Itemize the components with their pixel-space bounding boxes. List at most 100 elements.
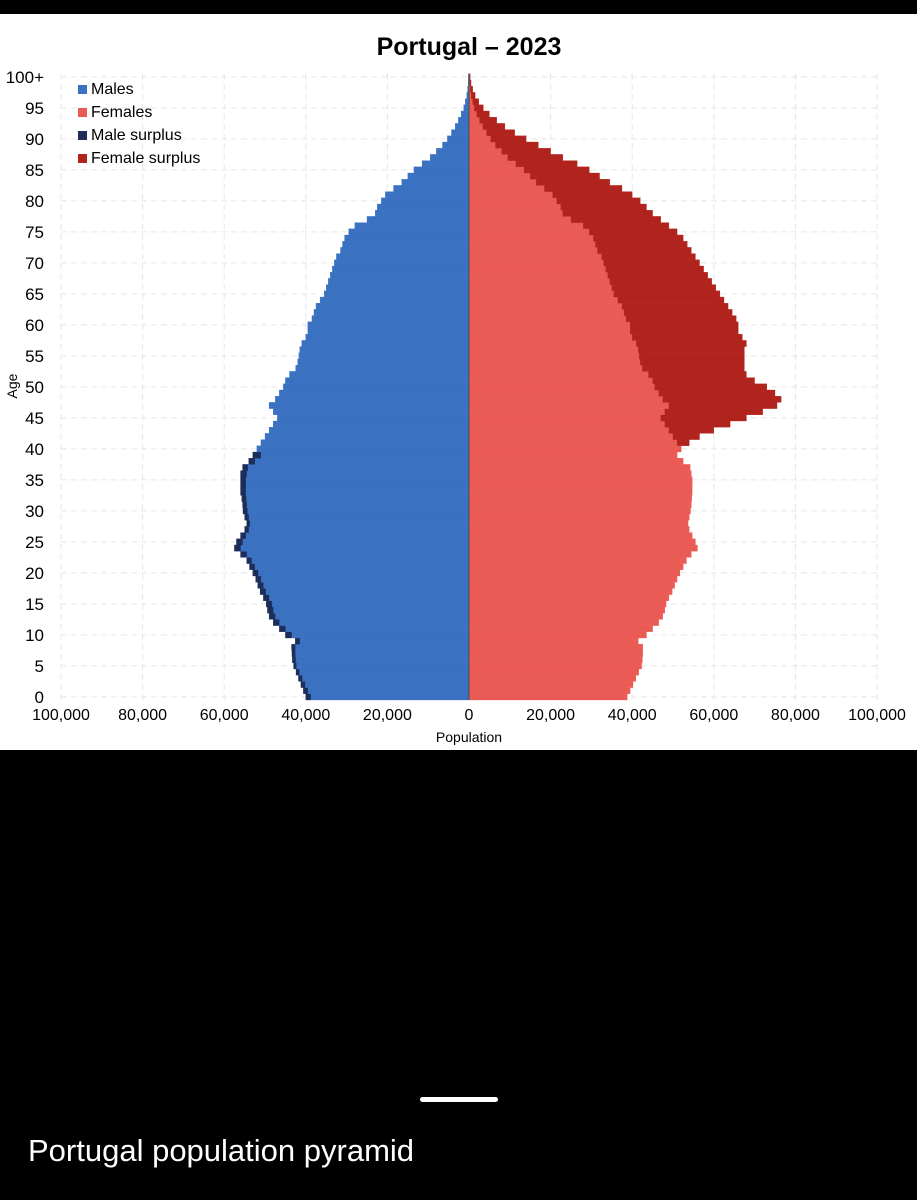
male-surplus-bar bbox=[291, 644, 296, 651]
female-bar bbox=[468, 433, 674, 440]
female-bar bbox=[468, 377, 653, 384]
female-bar bbox=[468, 104, 475, 112]
female-surplus-bar bbox=[621, 303, 729, 310]
male-bar bbox=[249, 520, 470, 527]
female-bar bbox=[468, 154, 508, 161]
x-tick-label: 100,000 bbox=[32, 707, 90, 724]
male-bar bbox=[283, 383, 470, 391]
male-surplus-bar bbox=[252, 451, 262, 459]
y-tick-label: 40 bbox=[25, 440, 44, 459]
male-bar bbox=[273, 408, 470, 415]
male-bar bbox=[310, 693, 470, 701]
female-surplus-bar bbox=[632, 334, 743, 341]
female-bar bbox=[468, 600, 667, 608]
female-bar bbox=[468, 538, 696, 546]
male-surplus-bar bbox=[240, 482, 246, 490]
female-bar bbox=[468, 315, 627, 322]
female-bar bbox=[468, 241, 596, 248]
female-surplus-bar bbox=[562, 210, 653, 217]
male-bar bbox=[265, 588, 470, 595]
male-bar bbox=[277, 414, 470, 422]
male-bar bbox=[246, 501, 470, 508]
female-bar bbox=[468, 309, 625, 316]
male-bar bbox=[289, 371, 470, 378]
female-bar bbox=[468, 123, 484, 130]
female-bar bbox=[468, 687, 631, 694]
female-bar bbox=[468, 265, 606, 273]
male-bar bbox=[326, 284, 470, 291]
male-bar bbox=[430, 154, 470, 161]
female-surplus-bar bbox=[642, 365, 745, 372]
female-surplus-bar bbox=[490, 135, 527, 143]
female-bar bbox=[468, 389, 659, 397]
female-surplus-bar bbox=[623, 309, 733, 316]
female-surplus-bar bbox=[507, 154, 563, 161]
female-bar bbox=[468, 396, 663, 403]
female-bar bbox=[468, 352, 640, 360]
female-bar bbox=[468, 179, 537, 186]
female-bar bbox=[468, 693, 628, 701]
female-bar bbox=[468, 259, 604, 267]
female-surplus-bar bbox=[589, 228, 678, 236]
female-surplus-bar bbox=[471, 92, 476, 99]
male-surplus-bar bbox=[305, 693, 311, 701]
female-bar bbox=[468, 582, 675, 589]
male-bar bbox=[279, 619, 470, 626]
female-bar bbox=[468, 321, 631, 329]
female-surplus-bar bbox=[560, 203, 647, 211]
female-bar bbox=[468, 606, 665, 614]
female-bar bbox=[468, 117, 480, 124]
y-tick-label: 100+ bbox=[6, 68, 44, 87]
male-bar bbox=[458, 117, 470, 124]
male-bar bbox=[268, 402, 470, 409]
female-bar bbox=[468, 210, 563, 217]
female-surplus-bar bbox=[495, 141, 539, 149]
male-bar bbox=[336, 253, 470, 260]
x-tick-label: 60,000 bbox=[689, 707, 738, 724]
female-bar bbox=[468, 476, 693, 484]
female-surplus-bar bbox=[472, 98, 479, 105]
female-bar bbox=[468, 383, 655, 391]
female-bar bbox=[468, 489, 693, 496]
female-surplus-bar bbox=[658, 389, 776, 397]
male-bar bbox=[301, 675, 470, 682]
male-bar bbox=[332, 265, 470, 273]
male-surplus-bar bbox=[263, 594, 270, 601]
legend: Males Females Male surplus Female surplus bbox=[78, 81, 200, 167]
y-tick-label: 30 bbox=[25, 502, 44, 521]
female-surplus-bar bbox=[636, 340, 747, 347]
female-bar bbox=[468, 557, 687, 564]
male-surplus-bar bbox=[236, 538, 243, 546]
male-surplus-bar bbox=[248, 458, 255, 465]
female-surplus-bar bbox=[648, 371, 747, 378]
x-tick-label: 0 bbox=[465, 707, 474, 724]
top-status-bar bbox=[0, 0, 917, 14]
male-surplus-bar bbox=[268, 613, 276, 620]
male-surplus-bar bbox=[300, 681, 306, 688]
male-bar bbox=[264, 433, 470, 440]
female-bar bbox=[468, 110, 477, 118]
female-bar bbox=[468, 141, 496, 149]
population-pyramid-chart: 100,000 80,000 60,000 40,000 20,000 0 20,000 40… bbox=[4, 33, 906, 745]
female-bar bbox=[468, 551, 692, 558]
female-surplus-bar bbox=[676, 439, 690, 446]
x-tick-label: 40,000 bbox=[608, 707, 657, 724]
female-bar bbox=[468, 253, 602, 260]
male-surplus-bar bbox=[266, 600, 273, 608]
male-bar bbox=[254, 458, 470, 465]
female-bar bbox=[468, 470, 692, 477]
female-bar bbox=[468, 526, 690, 533]
male-bar bbox=[260, 451, 470, 459]
female-bar bbox=[468, 613, 663, 620]
male-bar bbox=[461, 110, 470, 118]
home-indicator[interactable] bbox=[420, 1097, 498, 1102]
male-surplus-bar bbox=[242, 464, 249, 471]
y-tick-label: 75 bbox=[25, 223, 44, 242]
male-bar bbox=[315, 303, 470, 310]
female-bar bbox=[468, 414, 661, 422]
female-surplus-bar bbox=[605, 265, 704, 273]
male-surplus-bar bbox=[244, 513, 249, 521]
female-surplus-bar bbox=[595, 241, 688, 248]
female-bar bbox=[468, 216, 572, 223]
male-surplus-bar bbox=[244, 526, 249, 533]
